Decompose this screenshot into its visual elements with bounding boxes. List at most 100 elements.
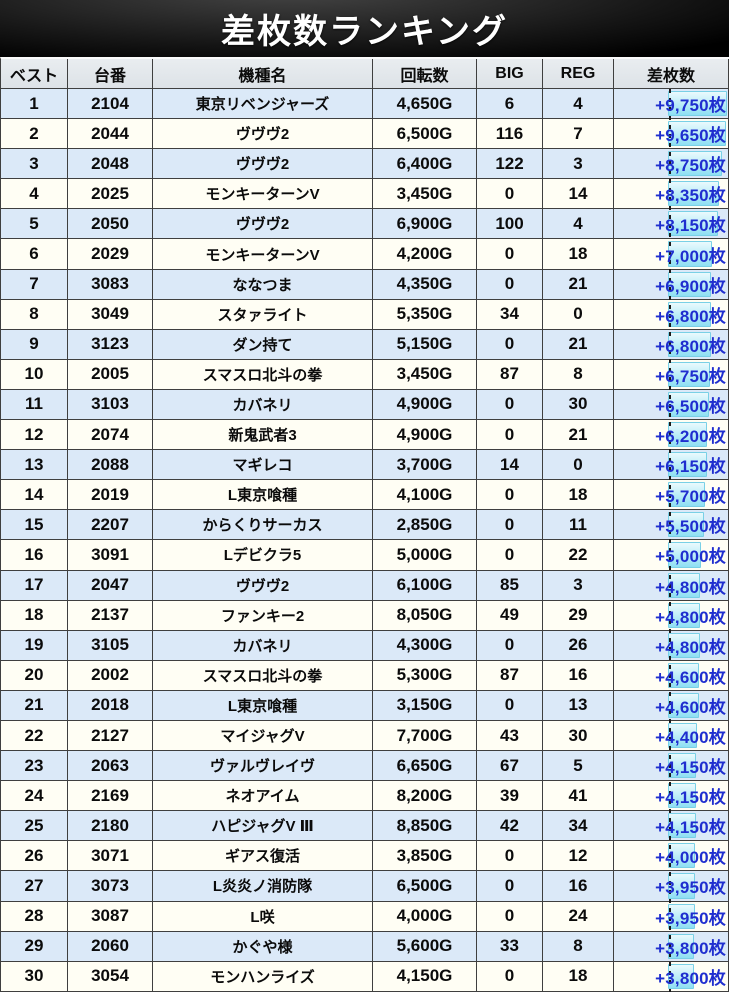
machine-number-cell: 2104 xyxy=(68,89,153,120)
diff-value: +4,600枚 xyxy=(655,697,726,717)
diff-value: +9,650枚 xyxy=(655,126,726,146)
diff-bar xyxy=(668,933,694,959)
big-cell: 116 xyxy=(477,119,543,150)
machine-number-cell: 3105 xyxy=(68,630,153,661)
rank-cell: 17 xyxy=(1,570,68,601)
diff-bar xyxy=(668,783,696,809)
big-cell: 0 xyxy=(477,239,543,270)
spins-cell: 4,350G xyxy=(373,269,477,300)
diff-cell: +4,800枚 xyxy=(614,630,729,661)
rank-cell: 21 xyxy=(1,690,68,721)
machine-number-cell: 3091 xyxy=(68,540,153,571)
model-name-cell: ヴヴヴ2 xyxy=(153,149,373,180)
big-cell: 34 xyxy=(477,299,543,330)
spins-cell: 6,500G xyxy=(373,119,477,150)
big-cell: 39 xyxy=(477,781,543,812)
big-cell: 0 xyxy=(477,329,543,360)
diff-bar xyxy=(668,512,704,538)
diff-bar xyxy=(668,482,705,508)
diff-cell: +4,800枚 xyxy=(614,570,729,601)
table-row: 10 2005 スマスロ北斗の拳 3,450G 87 8 +6,750枚 xyxy=(1,359,729,390)
diff-bar xyxy=(668,572,700,598)
machine-number-cell: 2137 xyxy=(68,600,153,631)
spins-cell: 8,850G xyxy=(373,811,477,842)
diff-cell: +6,750枚 xyxy=(614,359,729,390)
rank-cell: 5 xyxy=(1,209,68,240)
big-cell: 49 xyxy=(477,600,543,631)
diff-bar xyxy=(668,121,727,147)
diff-value: +8,350枚 xyxy=(655,186,726,206)
spins-cell: 4,100G xyxy=(373,480,477,511)
spins-cell: 6,400G xyxy=(373,149,477,180)
model-name-cell: 東京リベンジャーズ xyxy=(153,89,373,120)
spins-cell: 4,900G xyxy=(373,420,477,451)
model-name-cell: L炎炎ノ消防隊 xyxy=(153,871,373,902)
model-name-cell: かぐや様 xyxy=(153,931,373,962)
reg-cell: 13 xyxy=(543,690,614,721)
table-row: 8 3049 スタァライト 5,350G 34 0 +6,800枚 xyxy=(1,299,729,330)
table-row: 28 3087 L咲 4,000G 0 24 +3,950枚 xyxy=(1,901,729,932)
rank-cell: 7 xyxy=(1,269,68,300)
big-cell: 0 xyxy=(477,480,543,511)
page-title: 差枚数ランキング xyxy=(221,13,508,51)
model-name-cell: モンハンライズ xyxy=(153,961,373,992)
diff-value: +4,800枚 xyxy=(655,607,726,627)
table-row: 14 2019 L東京喰種 4,100G 0 18 +5,700枚 xyxy=(1,480,729,511)
table-body: 1 2104 東京リベンジャーズ 4,650G 6 4 +9,750枚 2 2044 ヴヴヴ2 6,… xyxy=(1,89,729,992)
big-cell: 0 xyxy=(477,961,543,992)
table-row: 7 3083 ななつま 4,350G 0 21 +6,900枚 xyxy=(1,269,729,300)
machine-number-cell: 2060 xyxy=(68,931,153,962)
rank-cell: 27 xyxy=(1,871,68,902)
diff-bar xyxy=(668,422,708,448)
reg-cell: 21 xyxy=(543,329,614,360)
diff-bar xyxy=(668,753,696,779)
diff-cell: +5,700枚 xyxy=(614,480,729,511)
diff-bar xyxy=(668,91,727,117)
diff-bar xyxy=(668,452,708,478)
reg-cell: 11 xyxy=(543,510,614,541)
rank-cell: 15 xyxy=(1,510,68,541)
model-name-cell: からくりサーカス xyxy=(153,510,373,541)
diff-cell: +4,400枚 xyxy=(614,720,729,752)
diff-cell: +6,200枚 xyxy=(614,420,729,451)
diff-cell: +5,500枚 xyxy=(614,510,729,541)
diff-value: +4,150枚 xyxy=(655,818,726,838)
diff-cell: +6,500枚 xyxy=(614,389,729,421)
reg-cell: 21 xyxy=(543,269,614,300)
rank-cell: 3 xyxy=(1,149,68,180)
big-cell: 0 xyxy=(477,389,543,421)
rank-cell: 12 xyxy=(1,420,68,451)
diff-bar xyxy=(668,301,711,327)
table-row: 5 2050 ヴヴヴ2 6,900G 100 4 +8,150枚 xyxy=(1,209,729,240)
spins-cell: 3,850G xyxy=(373,841,477,872)
diff-bar xyxy=(668,391,709,418)
spins-cell: 4,150G xyxy=(373,961,477,992)
reg-cell: 0 xyxy=(543,299,614,330)
diff-value: +3,800枚 xyxy=(655,968,726,988)
table-row: 11 3103 カバネリ 4,900G 0 30 +6,500枚 xyxy=(1,389,729,421)
diff-bar xyxy=(668,963,694,989)
machine-number-cell: 3083 xyxy=(68,269,153,300)
diff-value: +3,950枚 xyxy=(655,878,726,898)
rank-cell: 29 xyxy=(1,931,68,962)
model-name-cell: ファンキー2 xyxy=(153,600,373,631)
diff-value: +6,200枚 xyxy=(655,427,726,447)
diff-bar xyxy=(668,181,720,207)
reg-cell: 21 xyxy=(543,420,614,451)
diff-bar xyxy=(668,843,696,869)
table-row: 9 3123 ダン持て 5,150G 0 21 +6,800枚 xyxy=(1,329,729,360)
machine-number-cell: 2047 xyxy=(68,570,153,601)
machine-number-cell: 3054 xyxy=(68,961,153,992)
diff-value: +6,750枚 xyxy=(655,366,726,386)
table-row: 26 3071 ギアス復活 3,850G 0 12 +4,000枚 xyxy=(1,841,729,872)
spins-cell: 5,150G xyxy=(373,329,477,360)
diff-bar xyxy=(668,662,699,688)
big-cell: 0 xyxy=(477,420,543,451)
big-cell: 85 xyxy=(477,570,543,601)
diff-bar xyxy=(668,542,701,568)
model-name-cell: ダン持て xyxy=(153,329,373,360)
diff-cell: +3,950枚 xyxy=(614,871,729,902)
spins-cell: 5,600G xyxy=(373,931,477,962)
title-bar: 差枚数ランキング xyxy=(0,0,729,57)
reg-cell: 16 xyxy=(543,871,614,902)
